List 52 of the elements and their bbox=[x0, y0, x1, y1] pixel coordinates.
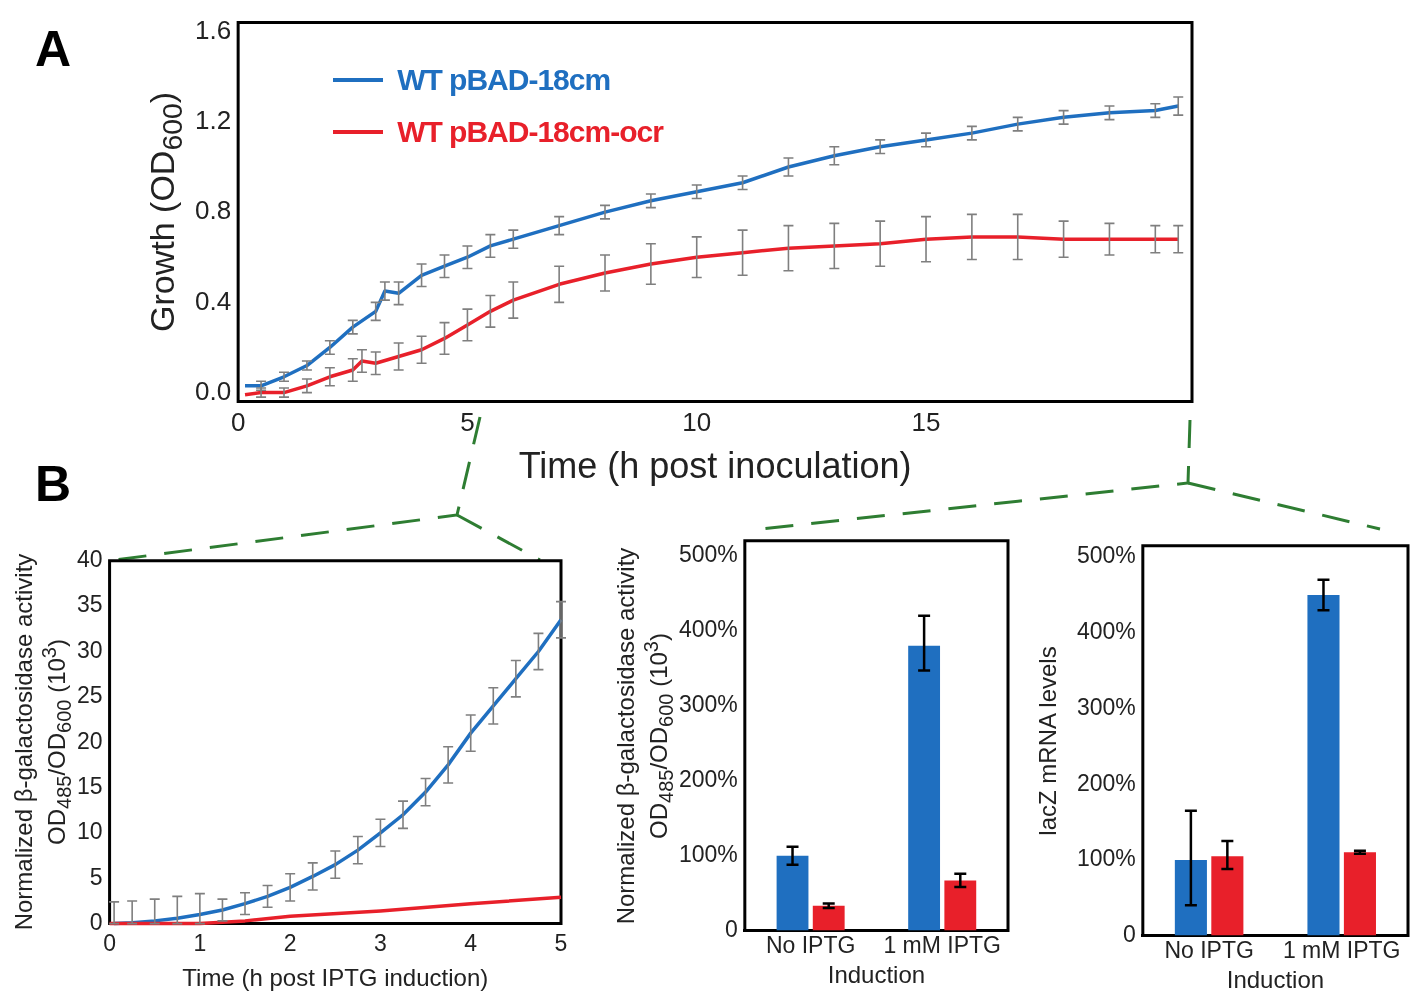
bar bbox=[1343, 852, 1376, 936]
bar bbox=[1211, 856, 1244, 936]
y-tick-label: 0.8 bbox=[194, 195, 232, 226]
y-tick-label: 500% bbox=[679, 541, 738, 568]
x-axis-title: Induction bbox=[827, 961, 926, 989]
x-tick-label: 15 bbox=[911, 407, 941, 438]
y-tick-label: 30 bbox=[76, 636, 103, 663]
y-tick-label: 100% bbox=[679, 840, 738, 867]
x-tick-label: 1 mM IPTG bbox=[883, 931, 1001, 958]
y-tick-label: 0 bbox=[89, 908, 103, 935]
bar bbox=[776, 855, 809, 931]
x-tick-label: 5 bbox=[554, 929, 568, 956]
y-tick-label: 1.6 bbox=[194, 14, 232, 45]
y-tick-label: 200% bbox=[679, 766, 738, 793]
x-tick-label: 4 bbox=[464, 929, 478, 956]
bar bbox=[944, 880, 977, 931]
y-tick-label: 200% bbox=[1077, 769, 1136, 796]
legend-label: WT pBAD-18cm bbox=[397, 62, 611, 97]
y-tick-label: 20 bbox=[76, 727, 103, 754]
x-axis-title: Time (h post inoculation) bbox=[518, 445, 912, 487]
bar bbox=[908, 645, 941, 931]
y-tick-label: 1.2 bbox=[194, 105, 232, 136]
y-axis-title: lacZ mRNA levels bbox=[1033, 646, 1062, 836]
x-axis-title: Induction bbox=[1226, 966, 1325, 994]
y-tick-label: 400% bbox=[1077, 618, 1136, 645]
y-tick-label: 500% bbox=[1077, 542, 1136, 569]
x-tick-label: 1 mM IPTG bbox=[1282, 936, 1401, 963]
y-tick-label: 25 bbox=[76, 682, 103, 709]
y-tick-label: 35 bbox=[76, 591, 103, 618]
y-tick-label: 300% bbox=[679, 691, 738, 718]
x-axis-title: Time (h post IPTG induction) bbox=[182, 964, 489, 992]
x-tick-label: No IPTG bbox=[765, 931, 856, 958]
x-tick-label: 5 bbox=[460, 407, 475, 438]
x-tick-label: 2 bbox=[283, 929, 297, 956]
bar bbox=[812, 905, 845, 931]
text: B bbox=[35, 455, 72, 513]
y-tick-label: 100% bbox=[1077, 845, 1136, 872]
text: A bbox=[35, 20, 72, 78]
y-tick-label: 5 bbox=[89, 863, 103, 890]
x-tick-label: No IPTG bbox=[1164, 936, 1254, 963]
x-tick-label: 3 bbox=[374, 929, 387, 956]
bar bbox=[1174, 859, 1207, 936]
legend-label: WT pBAD-18cm-ocr bbox=[397, 114, 663, 149]
y-tick-label: 10 bbox=[76, 818, 103, 845]
y-tick-label: 300% bbox=[1077, 693, 1136, 720]
y-tick-label: 400% bbox=[679, 616, 738, 643]
bar bbox=[1307, 595, 1340, 936]
y-tick-label: 0.4 bbox=[194, 285, 232, 316]
y-tick-label: 15 bbox=[76, 772, 103, 799]
x-tick-label: 1 bbox=[193, 929, 207, 956]
y-tick-label: 0.0 bbox=[194, 375, 232, 406]
y-tick-label: 40 bbox=[76, 546, 103, 573]
